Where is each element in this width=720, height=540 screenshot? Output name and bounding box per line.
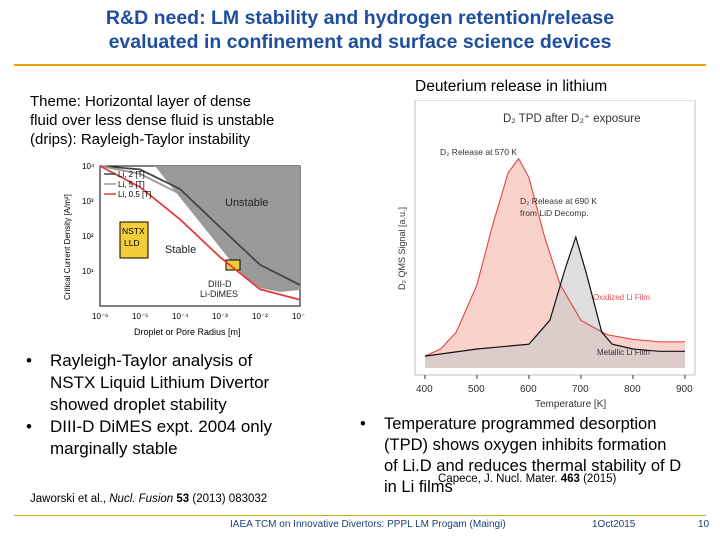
reference-left: Jaworski et al., Nucl. Fusion 53 (2013) … (30, 493, 268, 505)
tpd-xlabel: Temperature [K] (535, 399, 606, 410)
rt-ytick-2: 10³ (82, 197, 94, 206)
tpd-lines (424, 157, 685, 357)
tpd-xtick-2: 600 (520, 384, 537, 395)
nstx-box (119, 221, 149, 259)
rt-ytick-1: 10² (82, 232, 94, 241)
rt-xtick-1: 10⁻⁵ (132, 312, 148, 321)
tpd-fills (425, 158, 685, 368)
tpd-series-0 (424, 157, 685, 357)
rt-series-0 (99, 165, 301, 286)
tpd-oxidized-label: Oxidized Li Film (593, 293, 650, 302)
theme-line3: (drips): Rayleigh-Taylor instability (30, 131, 251, 148)
theme-line2: fluid over less dense fluid is unstable (30, 112, 275, 129)
rt-xtick-5: 10⁻¹ (292, 312, 305, 321)
tpd-fill-1 (425, 237, 685, 368)
tpd-title: D₂ TPD after D₂⁺ exposure (503, 113, 641, 125)
tpd-metallic-label: Metallic Li Film (597, 348, 650, 357)
reference-right: Capece, J. Nucl. Mater. 463 (2015) (438, 473, 617, 485)
rt-ticks: 10⁻⁶ 10⁻⁵ 10⁻⁴ 10⁻³ 10⁻² 10⁻¹ 10¹ 10² 10³ 10⁴ (82, 162, 305, 321)
title-divider (14, 64, 706, 66)
slide-title-line1: R&D need: LM stability and hydrogen rete… (105, 7, 615, 29)
tpd-peak1-label: D₂ Release at 570 K (440, 147, 517, 157)
legend-li-5: Li, 5 [T] (118, 180, 145, 189)
rt-ytick-0: 10¹ (82, 267, 94, 276)
rt-xtick-2: 10⁻⁴ (172, 312, 189, 321)
legend-li-05: Li, 0.5 [T] (118, 190, 151, 199)
diiid-label-2: Li-DiMES (200, 289, 238, 299)
tpd-ticks: 400 500 600 700 800 900 (416, 375, 693, 395)
tpd-fill-0 (425, 158, 685, 368)
tpd-ylabel: D₂ QMS Signal [a.u.] (397, 207, 407, 290)
rt-unstable-region (155, 166, 300, 292)
rt-xtick-0: 10⁻⁶ (92, 312, 108, 321)
nstx-label-2: LLD (124, 238, 140, 248)
left-bullet-1: • Rayleigh-Taylor analysis of NSTX Liqui… (26, 351, 270, 414)
tpd-xtick-0: 400 (416, 384, 433, 395)
footer-divider (14, 515, 706, 516)
rt-ylabel: Critical Current Density [A/m²] (63, 194, 72, 300)
diiid-label-1: DIII-D (208, 279, 232, 289)
tpd-xtick-3: 700 (572, 384, 589, 395)
theme-line1: Theme: Horizontal layer of dense (30, 93, 251, 110)
tpd-chart: D₂ TPD after D₂⁺ exposure D₂ Release at … (397, 100, 696, 410)
rt-series-lines (99, 165, 301, 301)
right-bullets: • Temperature programmed desorption (TPD… (360, 414, 710, 498)
tpd-xtick-5: 900 (676, 384, 693, 395)
deuterium-heading: Deuterium release in lithium (415, 78, 608, 95)
tpd-series-1 (424, 235, 685, 357)
tpd-peak2-label-b: from LiD Decomp. (520, 208, 589, 218)
right-bullet-1: • Temperature programmed desorption (TPD… (360, 415, 682, 496)
legend-li-2: Li, 2 [T] (118, 170, 145, 179)
left-bullet-2: • DIII-D DiMES expt. 2004 only marginall… (26, 417, 273, 458)
left-bullets: • Rayleigh-Taylor analysis of NSTX Liqui… (26, 350, 326, 460)
rt-stability-chart: NSTX LLD Unstable Stable DIII-D Li-DiMES… (63, 162, 305, 337)
tpd-peak2-label-a: D₂ Release at 690 K (520, 196, 597, 206)
slide-title: R&D need: LM stability and hydrogen rete… (0, 6, 720, 54)
rt-legend: Li, 2 [T] Li, 5 [T] Li, 0.5 [T] (104, 170, 151, 199)
stable-label: Stable (165, 244, 196, 256)
footer-date: 1Oct2015 (592, 519, 636, 530)
theme-text: Theme: Horizontal layer of dense fluid o… (30, 92, 330, 149)
footer-text: IAEA TCM on Innovative Divertors: PPPL L… (230, 519, 506, 530)
diiid-box (225, 259, 241, 271)
rt-xlabel: Droplet or Pore Radius [m] (134, 327, 241, 337)
rt-xtick-4: 10⁻² (252, 312, 268, 321)
tpd-xtick-4: 800 (624, 384, 641, 395)
unstable-label: Unstable (225, 197, 268, 209)
rt-series-1 (99, 165, 301, 291)
page-number: 10 (698, 519, 710, 530)
rt-xtick-3: 10⁻³ (212, 312, 228, 321)
rt-ytick-3: 10⁴ (82, 162, 95, 171)
nstx-label-1: NSTX (122, 226, 145, 236)
slide-title-line2: evaluated in confinement and surface sci… (108, 31, 612, 53)
rt-series-2 (99, 165, 301, 301)
tpd-xtick-1: 500 (468, 384, 485, 395)
